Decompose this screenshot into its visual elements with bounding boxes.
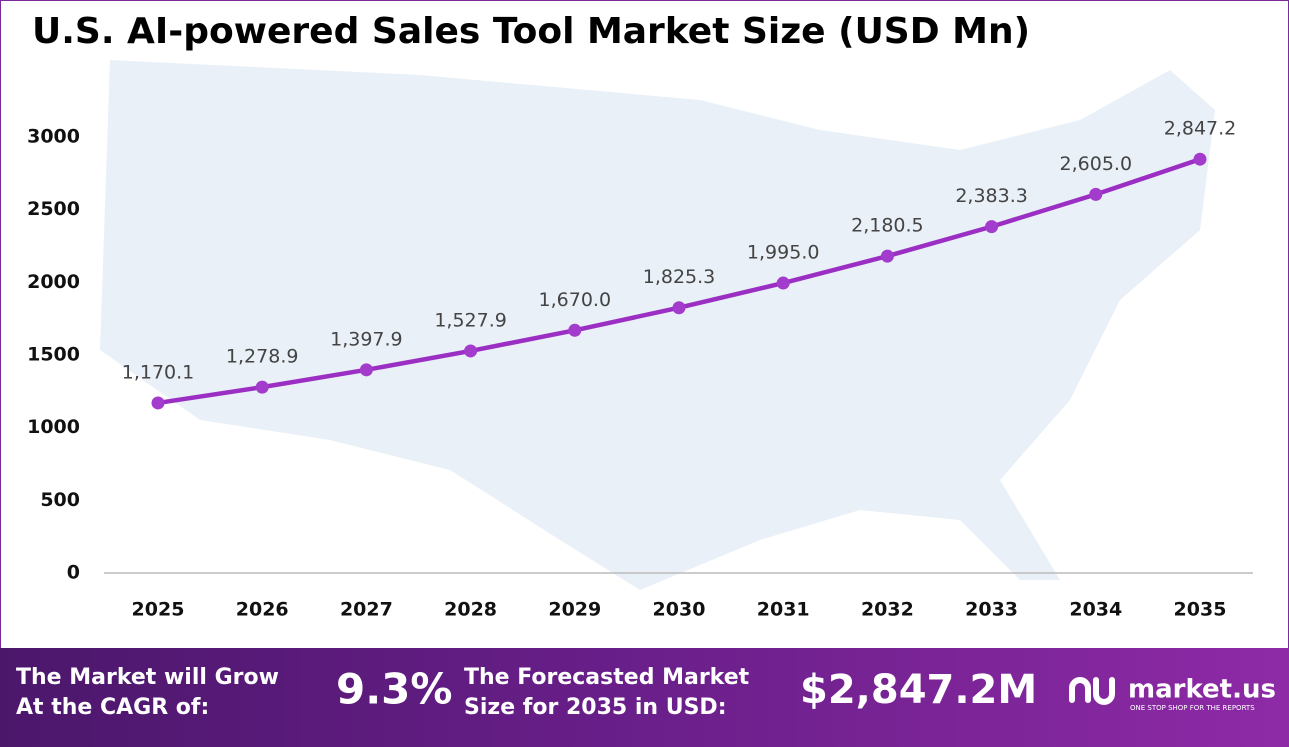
y-tick-label: 0 [67,562,80,584]
data-point [672,301,686,315]
y-tick-label: 3000 [27,126,80,148]
value-label: 1,995.0 [747,242,820,264]
map-background [100,60,1215,590]
forecast-text: Size for 2035 in USD: [464,695,727,720]
brand-logo [1069,677,1115,705]
value-label: 1,170.1 [122,361,195,383]
x-tick-label: 2031 [757,599,810,621]
x-tick-label: 2026 [236,599,289,621]
data-point [464,344,478,358]
value-label: 2,605.0 [1060,153,1133,175]
data-point [880,249,894,263]
value-label: 1,278.9 [226,346,299,368]
x-tick-label: 2028 [444,599,497,621]
data-point [359,363,373,377]
y-tick-label: 1000 [27,416,80,438]
cagr-text: At the CAGR of: [16,695,209,720]
cagr-value: 9.3% [336,665,452,714]
value-label: 1,670.0 [539,289,612,311]
y-tick-label: 500 [40,489,80,511]
y-tick-label: 2500 [27,198,80,220]
value-label: 2,847.2 [1164,118,1237,140]
x-tick-label: 2029 [548,599,601,621]
value-label: 2,383.3 [955,185,1028,207]
value-label: 1,825.3 [643,266,716,288]
x-tick-label: 2027 [340,599,393,621]
y-tick-label: 2000 [27,271,80,293]
data-point [776,276,790,290]
y-tick-label: 1500 [27,344,80,366]
cagr-text: The Market will Grow [16,665,279,690]
forecast-text: The Forecasted Market [464,665,750,690]
x-tick-label: 2035 [1174,599,1227,621]
x-tick-label: 2032 [861,599,914,621]
x-tick-label: 2034 [1069,599,1122,621]
data-point [1089,187,1103,201]
data-point [151,396,165,410]
x-tick-label: 2025 [132,599,185,621]
data-point [985,220,999,234]
chart-title: U.S. AI-powered Sales Tool Market Size (… [32,11,1030,52]
brand-name: market.us [1128,675,1276,705]
x-tick-label: 2030 [653,599,706,621]
data-point [568,323,582,337]
data-point [1193,152,1207,166]
brand-tagline: ONE STOP SHOP FOR THE REPORTS [1130,704,1255,712]
x-tick-label: 2033 [965,599,1018,621]
value-label: 2,180.5 [851,215,924,237]
data-point [255,380,269,394]
value-label: 1,527.9 [434,309,507,331]
value-label: 1,397.9 [330,328,403,350]
forecast-value: $2,847.2M [800,667,1037,713]
